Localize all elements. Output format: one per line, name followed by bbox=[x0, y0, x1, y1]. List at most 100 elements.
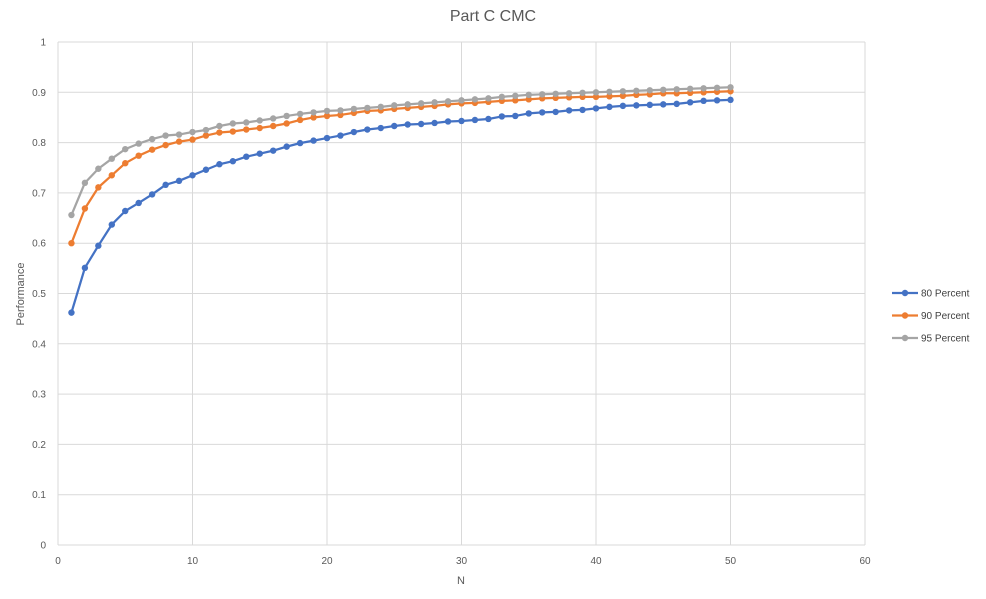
axis-tick-labels: 00.10.20.30.40.50.60.70.80.910 10 20 30 40 50… bbox=[32, 38, 871, 568]
data-point bbox=[579, 106, 586, 114]
data-point bbox=[592, 89, 600, 96]
data-point bbox=[606, 103, 613, 111]
data-point bbox=[283, 112, 290, 120]
data-point bbox=[81, 179, 89, 187]
y-tick-label: 0.8 bbox=[32, 138, 46, 149]
data-point bbox=[95, 184, 102, 191]
data-point bbox=[216, 122, 223, 130]
x-tick-label: 0 bbox=[55, 556, 61, 567]
y-tick-label: 1 bbox=[40, 38, 46, 49]
data-point bbox=[256, 124, 263, 132]
legend-item: 90 Percent bbox=[892, 311, 970, 322]
y-tick-label: 0.2 bbox=[32, 440, 46, 451]
x-tick-label: 10 bbox=[187, 556, 199, 567]
y-tick-label: 0.6 bbox=[32, 239, 46, 250]
data-point bbox=[243, 126, 250, 133]
data-point bbox=[162, 132, 169, 139]
data-point bbox=[81, 264, 89, 272]
data-point bbox=[364, 104, 371, 112]
data-point bbox=[485, 95, 492, 102]
data-point bbox=[512, 92, 519, 100]
data-point bbox=[606, 88, 613, 95]
x-tick-label: 20 bbox=[321, 556, 333, 567]
data-point bbox=[700, 97, 707, 105]
data-point bbox=[633, 87, 640, 94]
data-point bbox=[686, 85, 694, 92]
data-point bbox=[525, 91, 532, 99]
data-point bbox=[444, 98, 452, 105]
data-point bbox=[122, 145, 129, 153]
data-point bbox=[592, 93, 600, 101]
data-point bbox=[68, 309, 75, 316]
data-point bbox=[404, 101, 411, 108]
data-point bbox=[498, 113, 506, 120]
data-point bbox=[283, 143, 290, 150]
data-point bbox=[108, 155, 116, 162]
data-point bbox=[323, 134, 331, 142]
data-point bbox=[619, 88, 627, 95]
data-point bbox=[431, 99, 438, 106]
data-point bbox=[660, 101, 667, 108]
data-point bbox=[243, 119, 250, 126]
data-point bbox=[417, 100, 425, 107]
data-point bbox=[148, 191, 156, 198]
data-point bbox=[350, 128, 358, 136]
data-point bbox=[377, 124, 384, 132]
data-point bbox=[417, 120, 425, 128]
data-point bbox=[229, 120, 237, 127]
data-point bbox=[431, 119, 438, 127]
y-tick-label: 0 bbox=[40, 541, 46, 552]
x-tick-label: 30 bbox=[456, 556, 468, 567]
data-point bbox=[713, 97, 721, 104]
data-point bbox=[404, 121, 411, 128]
data-point bbox=[216, 161, 223, 168]
data-point bbox=[108, 172, 116, 179]
data-point bbox=[135, 140, 142, 147]
data-point bbox=[337, 111, 344, 119]
legend-label: 95 Percent bbox=[921, 334, 970, 345]
legend-marker bbox=[901, 289, 909, 297]
data-point bbox=[202, 132, 210, 139]
data-point bbox=[364, 126, 371, 133]
data-point bbox=[337, 132, 344, 139]
y-axis-title: Performance bbox=[15, 263, 27, 326]
data-point bbox=[296, 116, 304, 124]
data-point bbox=[148, 135, 156, 143]
data-point bbox=[565, 107, 573, 114]
data-point bbox=[727, 84, 734, 91]
data-point bbox=[579, 89, 586, 97]
data-point bbox=[727, 96, 734, 104]
data-point bbox=[391, 102, 398, 109]
data-point bbox=[444, 118, 452, 125]
data-point bbox=[713, 84, 721, 91]
data-point bbox=[525, 96, 532, 103]
data-point bbox=[646, 87, 653, 94]
data-point bbox=[135, 199, 142, 207]
y-tick-label: 0.5 bbox=[32, 289, 46, 300]
data-point bbox=[485, 115, 492, 123]
data-point bbox=[391, 122, 398, 130]
series-1 bbox=[68, 88, 734, 247]
data-point bbox=[512, 97, 519, 104]
data-point bbox=[175, 138, 183, 145]
data-point bbox=[95, 165, 102, 172]
data-point bbox=[700, 85, 707, 92]
x-axis-title: N bbox=[457, 575, 465, 587]
data-point bbox=[148, 146, 156, 153]
data-point bbox=[310, 137, 317, 144]
data-point bbox=[122, 160, 129, 167]
data-point bbox=[296, 110, 304, 118]
legend-item: 95 Percent bbox=[892, 334, 970, 345]
legend-marker bbox=[901, 334, 909, 342]
data-point bbox=[673, 100, 680, 108]
x-tick-label: 40 bbox=[590, 556, 602, 567]
data-point bbox=[81, 205, 89, 212]
y-tick-label: 0.4 bbox=[32, 339, 46, 350]
data-point bbox=[283, 120, 290, 127]
data-point bbox=[95, 242, 102, 249]
x-tick-label: 60 bbox=[859, 556, 871, 567]
legend-label: 90 Percent bbox=[921, 311, 970, 322]
data-point bbox=[646, 101, 653, 109]
data-point bbox=[68, 211, 75, 219]
